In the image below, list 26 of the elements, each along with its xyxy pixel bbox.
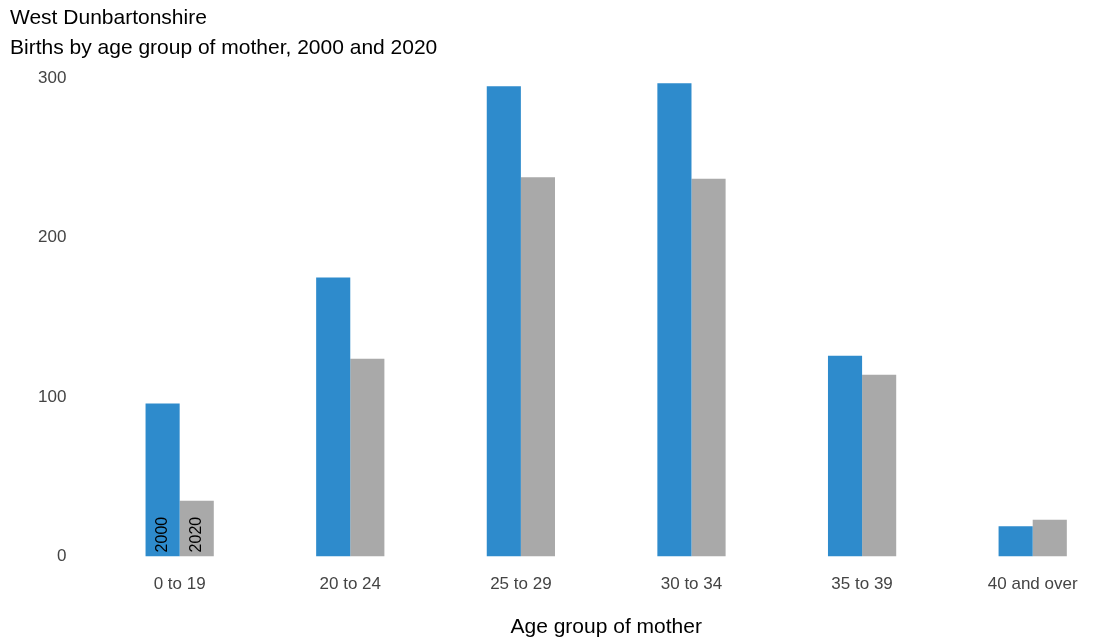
- bar: [145, 403, 180, 557]
- bar: [520, 177, 555, 557]
- y-tick-label: 100: [37, 386, 67, 406]
- bar: [1032, 519, 1067, 557]
- y-tick-label: 0: [56, 546, 67, 566]
- x-tick-label: 20 to 24: [319, 574, 381, 594]
- y-tick-label: 300: [37, 68, 67, 88]
- chart-title: West Dunbartonshire: [10, 5, 207, 29]
- x-tick-label: 40 and over: [987, 574, 1078, 594]
- y-tick-label: 200: [37, 227, 67, 247]
- bar: [316, 277, 351, 557]
- chart-subtitle: Births by age group of mother, 2000 and 2020: [10, 34, 438, 58]
- series-label: 2020: [187, 516, 205, 553]
- bar: [486, 86, 521, 557]
- bar: [691, 178, 726, 557]
- bar: [862, 374, 897, 557]
- bar: [657, 83, 692, 557]
- x-tick-label: 0 to 19: [153, 574, 206, 594]
- bar: [350, 358, 385, 557]
- x-axis-title: Age group of mother: [510, 614, 702, 638]
- series-label: 2000: [153, 516, 171, 553]
- bar: [998, 526, 1033, 557]
- x-tick-label: 25 to 29: [490, 574, 552, 594]
- x-tick-label: 35 to 39: [831, 574, 893, 594]
- x-tick-label: 30 to 34: [660, 574, 723, 594]
- bar: [827, 355, 863, 557]
